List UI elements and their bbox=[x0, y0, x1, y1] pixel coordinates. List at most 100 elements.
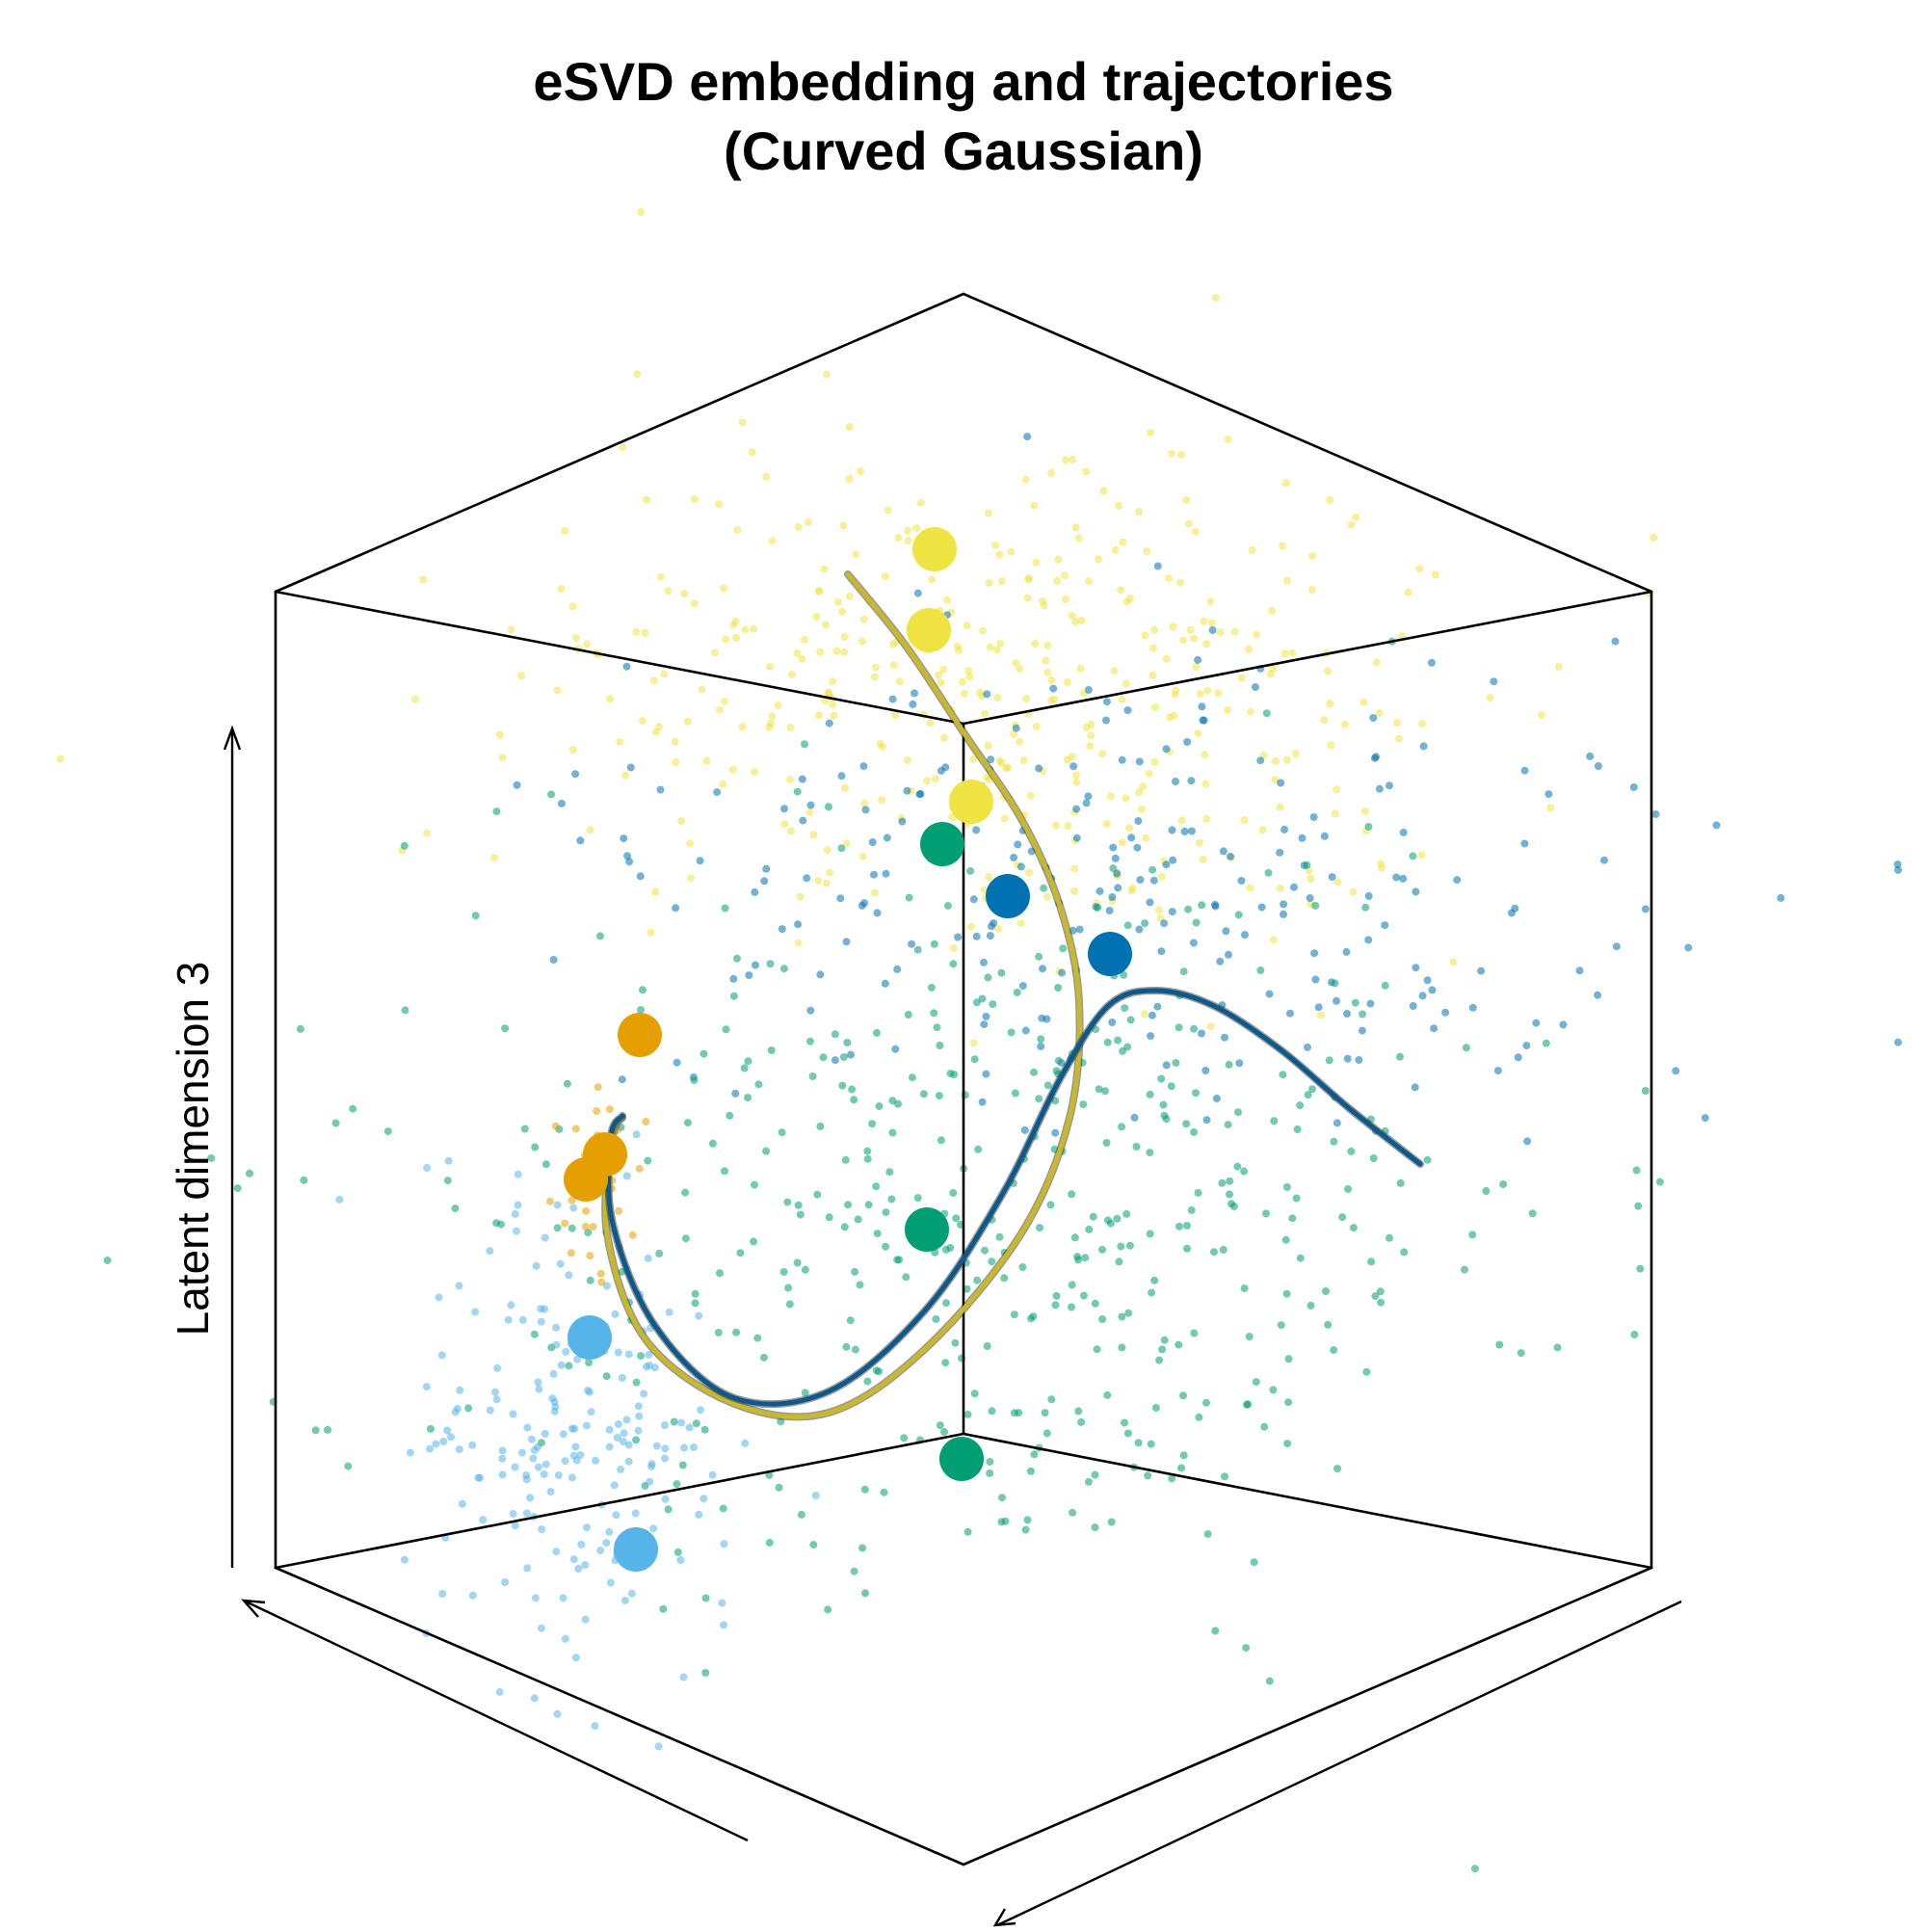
scatter-point bbox=[677, 817, 686, 826]
scatter-point bbox=[1203, 1530, 1212, 1538]
scatter-point bbox=[455, 1445, 463, 1454]
scatter-point bbox=[586, 826, 594, 834]
scatter-point bbox=[645, 1351, 653, 1359]
scatter-point bbox=[876, 740, 884, 749]
cluster-center-point bbox=[907, 608, 951, 652]
scatter-point bbox=[839, 521, 848, 530]
scatter-point bbox=[1039, 965, 1046, 973]
scatter-point bbox=[501, 1024, 510, 1033]
scatter-point bbox=[1068, 612, 1076, 621]
scatter-point bbox=[1320, 832, 1329, 840]
scatter-point bbox=[794, 920, 803, 929]
scatter-point bbox=[1119, 538, 1127, 546]
scatter-point bbox=[842, 938, 851, 946]
scatter-point bbox=[541, 1430, 549, 1438]
scatter-point bbox=[903, 756, 911, 765]
chart-title-line-1: eSVD embedding and trajectories bbox=[533, 51, 1393, 112]
scatter-point bbox=[1091, 1470, 1099, 1479]
scatter-point bbox=[1041, 1409, 1049, 1417]
scatter-point bbox=[1280, 825, 1288, 834]
cube-edge bbox=[274, 1432, 965, 1570]
scatter-point bbox=[511, 1209, 519, 1218]
scatter-point bbox=[1121, 1004, 1129, 1013]
scatter-point bbox=[1281, 1235, 1290, 1244]
scatter-point bbox=[665, 1308, 673, 1316]
scatter-point bbox=[1074, 1256, 1083, 1264]
scatter-point bbox=[1010, 854, 1018, 861]
scatter-point bbox=[880, 1488, 888, 1496]
scatter-point bbox=[1537, 711, 1545, 720]
scatter-point bbox=[1179, 636, 1188, 645]
scatter-point bbox=[1070, 887, 1078, 895]
scatter-point bbox=[793, 1258, 802, 1267]
scatter-point bbox=[585, 1388, 594, 1396]
scatter-point bbox=[805, 808, 814, 816]
scatter-point bbox=[857, 467, 864, 476]
scatter-point bbox=[715, 500, 724, 509]
scatter-point bbox=[1453, 876, 1462, 885]
scatter-point bbox=[656, 572, 665, 581]
scatter-point bbox=[632, 1130, 641, 1139]
scatter-point bbox=[1085, 577, 1094, 586]
scatter-point bbox=[964, 667, 973, 675]
scatter-point bbox=[1190, 1127, 1199, 1136]
scatter-point bbox=[1632, 1166, 1641, 1175]
scatter-point bbox=[616, 737, 624, 746]
scatter-point bbox=[1415, 565, 1424, 573]
scatter-point bbox=[1025, 868, 1033, 877]
scatter-point bbox=[620, 1597, 629, 1604]
scatter-point bbox=[464, 1404, 473, 1413]
axis-arrows bbox=[223, 725, 1682, 1927]
scatter-point bbox=[639, 986, 647, 994]
scatter-point bbox=[1359, 698, 1368, 706]
trajectory-curve bbox=[605, 988, 1423, 1407]
scatter-point bbox=[935, 671, 943, 679]
scatter-point bbox=[664, 587, 673, 595]
scatter-point bbox=[1091, 1523, 1099, 1532]
scatter-point bbox=[981, 1246, 989, 1255]
scatter-point bbox=[1169, 622, 1177, 631]
scatter-point bbox=[941, 763, 950, 772]
scatter-point bbox=[690, 1076, 699, 1085]
scatter-point bbox=[801, 1389, 809, 1397]
scatter-point bbox=[1133, 843, 1142, 852]
scatter-point bbox=[1068, 1190, 1076, 1199]
scatter-point bbox=[1047, 1395, 1056, 1404]
scatter-point bbox=[964, 1410, 972, 1418]
scatter-point bbox=[514, 1201, 522, 1209]
scatter-point bbox=[652, 1442, 661, 1450]
scatter-point bbox=[1266, 670, 1275, 678]
scatter-point bbox=[823, 846, 832, 855]
scatter-point bbox=[891, 711, 900, 720]
scatter-point bbox=[344, 1462, 353, 1470]
scatter-point bbox=[1148, 671, 1157, 679]
scatter-point bbox=[103, 1257, 112, 1264]
scatter-point bbox=[1333, 996, 1340, 1005]
scatter-point bbox=[1276, 803, 1284, 811]
scatter-point bbox=[531, 1143, 540, 1151]
scatter-point bbox=[549, 956, 558, 964]
scatter-point bbox=[863, 1147, 872, 1155]
scatter-point bbox=[557, 799, 566, 807]
scatter-point bbox=[733, 526, 742, 535]
scatter-point bbox=[1258, 826, 1267, 834]
scatter-point bbox=[1360, 807, 1369, 815]
scatter-point bbox=[697, 1406, 705, 1415]
scatter-point bbox=[1198, 901, 1206, 910]
scatter-point bbox=[1461, 1265, 1468, 1274]
scatter-point bbox=[778, 1128, 786, 1137]
scatter-point bbox=[946, 1070, 955, 1078]
scatter-point bbox=[1200, 617, 1208, 625]
scatter-point bbox=[822, 370, 831, 379]
scatter-point bbox=[538, 1525, 546, 1534]
scatter-point bbox=[1271, 776, 1280, 783]
scatter-point bbox=[1064, 822, 1072, 830]
scatter-point bbox=[1135, 757, 1144, 766]
scatter-point bbox=[1189, 939, 1198, 947]
scatter-point bbox=[1296, 1101, 1305, 1110]
scatter-point bbox=[541, 1233, 549, 1242]
scatter-point bbox=[900, 1434, 909, 1442]
scatter-point bbox=[741, 1439, 750, 1447]
scatter-point bbox=[845, 475, 854, 483]
scatter-point bbox=[744, 1094, 752, 1102]
